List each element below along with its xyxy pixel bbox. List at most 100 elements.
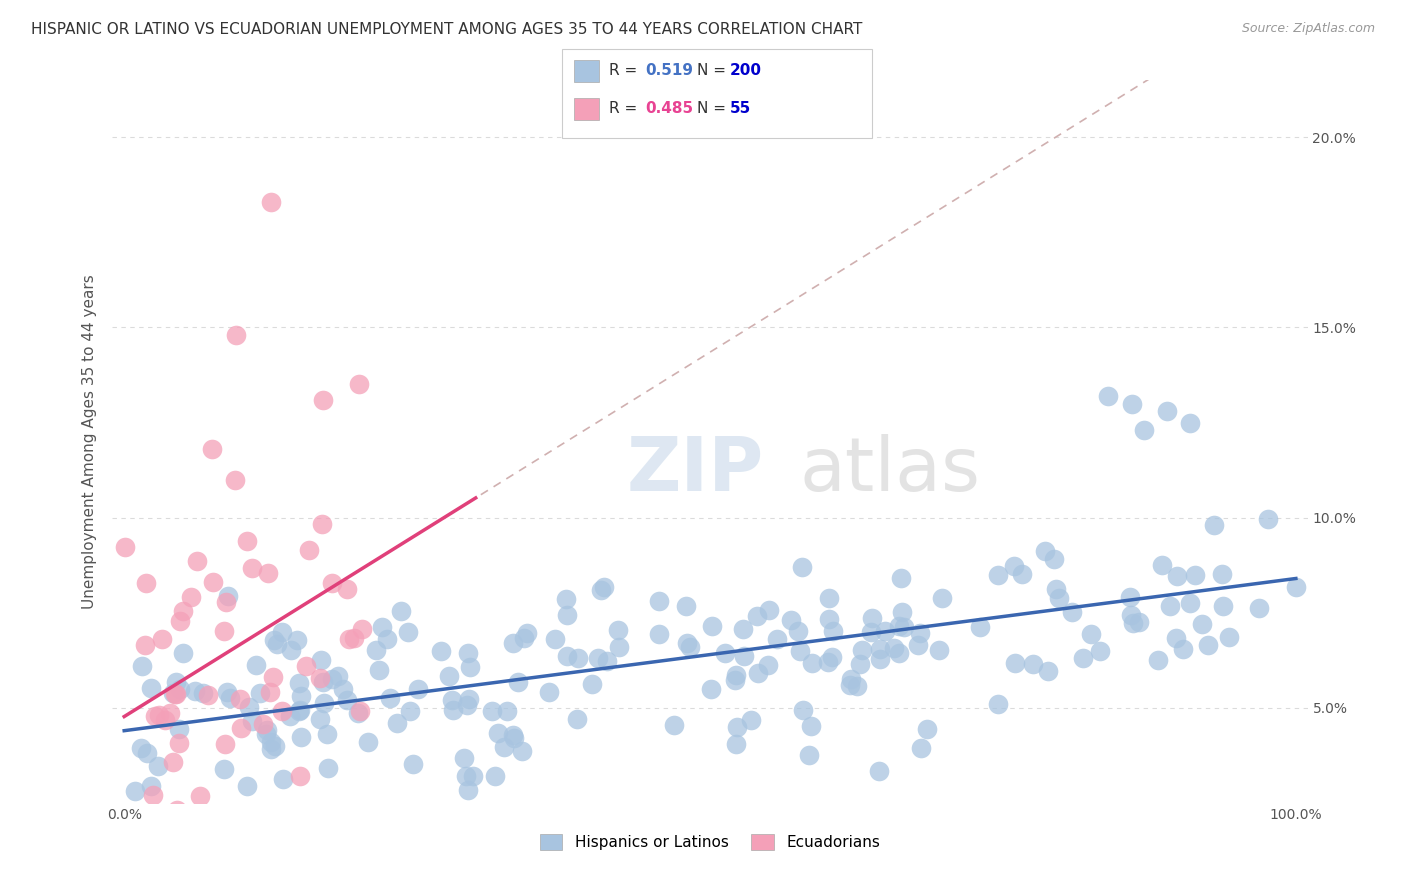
- Point: [887, 618, 910, 632]
- Point: [756, 658, 779, 673]
- Point: [440, 693, 463, 707]
- Point: [860, 625, 883, 640]
- Point: [371, 620, 394, 634]
- Point: [167, 723, 190, 737]
- Point: [135, 746, 157, 760]
- Point: [217, 589, 239, 603]
- Point: [191, 686, 214, 700]
- Point: [596, 654, 619, 668]
- Point: [800, 656, 823, 670]
- Point: [1047, 591, 1070, 605]
- Point: [1002, 558, 1025, 573]
- Point: [256, 727, 278, 741]
- Point: [731, 622, 754, 636]
- Point: [1285, 580, 1308, 594]
- Point: [240, 561, 263, 575]
- Point: [544, 632, 567, 647]
- Point: [986, 697, 1008, 711]
- Point: [229, 691, 252, 706]
- Point: [1043, 552, 1066, 566]
- Point: [288, 769, 311, 783]
- Point: [502, 731, 524, 746]
- Text: R =: R =: [609, 63, 643, 78]
- Point: [311, 517, 333, 532]
- Point: [1171, 641, 1194, 656]
- Point: [851, 643, 873, 657]
- Point: [280, 643, 302, 657]
- Point: [124, 784, 146, 798]
- Point: [167, 736, 190, 750]
- Point: [758, 603, 780, 617]
- Point: [725, 667, 748, 681]
- Point: [245, 657, 267, 672]
- Point: [180, 591, 202, 605]
- Point: [700, 681, 723, 696]
- Point: [389, 603, 412, 617]
- Point: [792, 703, 814, 717]
- Point: [1159, 599, 1181, 614]
- Point: [1197, 638, 1219, 652]
- Point: [347, 706, 370, 721]
- Point: [169, 853, 191, 867]
- Text: N =: N =: [697, 102, 731, 116]
- Point: [172, 646, 194, 660]
- Point: [818, 612, 841, 626]
- Point: [343, 631, 366, 645]
- Point: [259, 685, 281, 699]
- Point: [197, 688, 219, 702]
- Point: [883, 641, 905, 656]
- Point: [188, 822, 211, 837]
- Point: [214, 762, 236, 776]
- Point: [212, 624, 235, 639]
- Point: [368, 663, 391, 677]
- Point: [441, 703, 464, 717]
- Point: [1122, 615, 1144, 630]
- Point: [215, 684, 238, 698]
- Point: [202, 574, 225, 589]
- Point: [188, 789, 211, 803]
- Point: [184, 683, 207, 698]
- Point: [252, 717, 274, 731]
- Point: [336, 693, 359, 707]
- Point: [869, 652, 891, 666]
- Point: [555, 591, 578, 606]
- Point: [869, 641, 891, 656]
- Point: [890, 571, 912, 585]
- Point: [800, 719, 823, 733]
- Point: [510, 744, 533, 758]
- Point: [1128, 615, 1150, 629]
- Point: [264, 739, 287, 754]
- Point: [797, 748, 820, 763]
- Point: [1004, 656, 1026, 670]
- Point: [454, 769, 477, 783]
- Point: [725, 737, 748, 751]
- Point: [263, 633, 285, 648]
- Point: [146, 759, 169, 773]
- Point: [288, 676, 311, 690]
- Point: [257, 566, 280, 580]
- Point: [589, 582, 612, 597]
- Point: [506, 675, 529, 690]
- Point: [1247, 601, 1270, 615]
- Point: [714, 646, 737, 660]
- Point: [790, 559, 813, 574]
- Point: [285, 633, 308, 648]
- Point: [457, 783, 479, 797]
- Legend: Hispanics or Latinos, Ecuadorians: Hispanics or Latinos, Ecuadorians: [533, 829, 887, 856]
- Point: [492, 739, 515, 754]
- Point: [456, 698, 478, 713]
- Point: [458, 659, 481, 673]
- Point: [380, 691, 402, 706]
- Point: [1166, 568, 1188, 582]
- Point: [162, 685, 184, 699]
- Point: [839, 678, 862, 692]
- Point: [747, 609, 769, 624]
- Point: [396, 624, 419, 639]
- Point: [969, 620, 991, 634]
- Point: [1021, 657, 1043, 672]
- Point: [312, 393, 335, 408]
- Point: [1191, 617, 1213, 632]
- Point: [215, 595, 238, 609]
- Point: [224, 473, 246, 487]
- Point: [114, 541, 136, 555]
